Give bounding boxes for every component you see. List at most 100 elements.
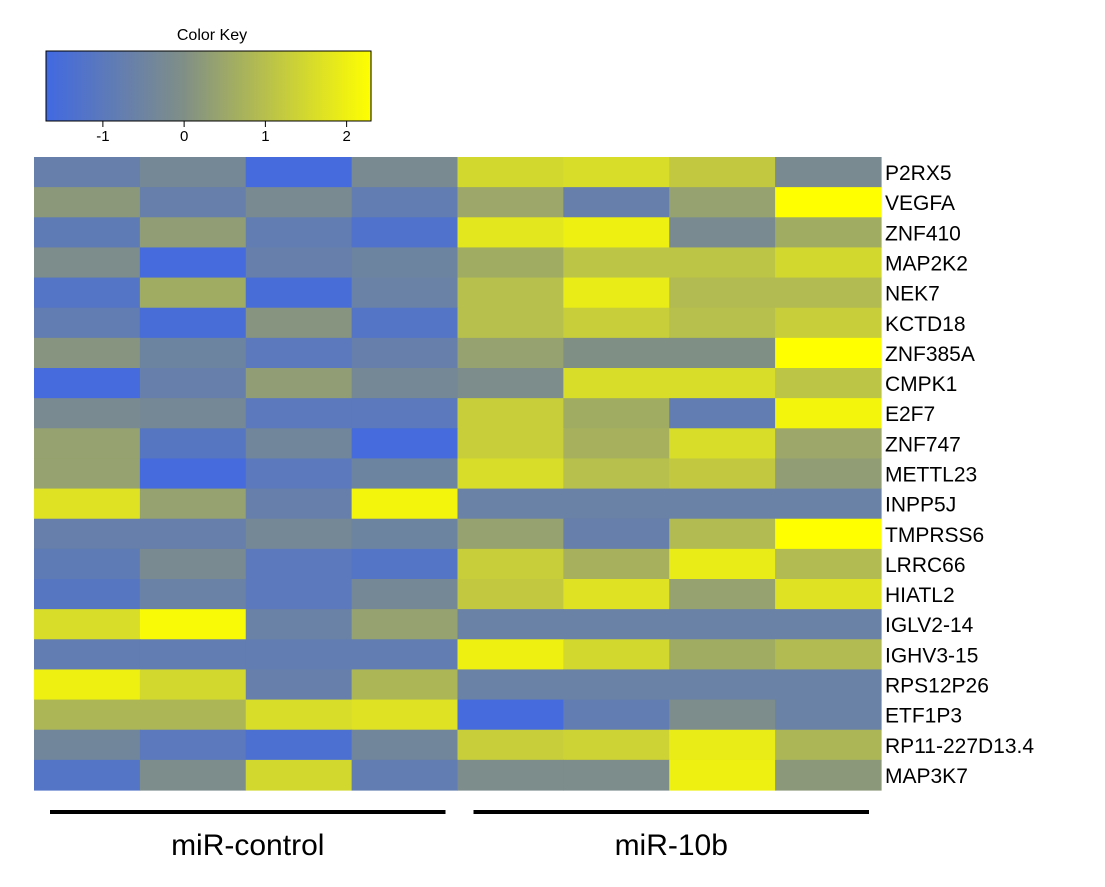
heatmap-cell [34, 669, 141, 701]
heatmap-cell [669, 669, 776, 701]
heatmap-cell [245, 579, 353, 610]
heatmap-cell [245, 368, 353, 399]
row-label: ZNF385A [885, 343, 975, 366]
heatmap-cell [563, 488, 670, 520]
heatmap-cell [351, 669, 459, 701]
heatmap-cell [139, 398, 247, 429]
heatmap-cell [457, 518, 564, 550]
heatmap-cell [457, 609, 564, 640]
row-label: E2F7 [885, 403, 935, 426]
heatmap-cell [351, 337, 459, 369]
row-label: IGLV2-14 [885, 614, 974, 637]
heatmap-cell [245, 518, 353, 550]
row-labels: P2RX5 VEGFA ZNF410 MAP2K2 NEK7 KCTD18 ZNF385A C… [885, 162, 1034, 788]
heatmap-cell [245, 337, 353, 369]
heatmap-cell [457, 217, 564, 249]
heatmap-cell [457, 639, 564, 671]
heatmap-cell [245, 669, 353, 701]
heatmap-cell [351, 548, 459, 580]
heatmap-cell [669, 579, 776, 610]
heatmap-cell [351, 187, 459, 218]
heatmap-cell [563, 307, 670, 339]
heatmap-cell [34, 157, 141, 188]
heatmap-cell [34, 699, 141, 731]
heatmap-cell [563, 398, 670, 429]
heatmap-cell [457, 428, 564, 460]
heatmap-cell [139, 428, 247, 460]
heatmap-cell [669, 609, 776, 640]
heatmap-cell [139, 157, 247, 188]
row-label: P2RX5 [885, 162, 952, 185]
heatmap-cell [669, 247, 776, 279]
heatmap-cell [351, 729, 459, 761]
heatmap-cell [139, 609, 247, 640]
heatmap-cell [139, 368, 247, 399]
heatmap-cell [139, 518, 247, 550]
heatmap-cell [669, 428, 776, 460]
heatmap-cell [351, 579, 459, 610]
color-key-gradient-bar [45, 50, 372, 122]
heatmap-cell [351, 458, 459, 490]
color-key-tick-label: -1 [96, 128, 109, 145]
heatmap-cell [245, 639, 353, 671]
group-label: miR-10b [615, 829, 728, 862]
heatmap-cell [669, 398, 776, 429]
heatmap-cell [563, 579, 670, 610]
row-label: METTL23 [885, 464, 977, 487]
heatmap-cell [563, 337, 670, 369]
heatmap-cell [245, 488, 353, 520]
heatmap-cell [669, 217, 776, 249]
heatmap-cell [457, 669, 564, 701]
heatmap-cell [669, 458, 776, 490]
color-key-tick-label: 0 [180, 128, 188, 145]
heatmap-cell [457, 759, 564, 791]
heatmap-cell [669, 277, 776, 309]
heatmap-cell [563, 759, 670, 791]
heatmap-cell [34, 187, 141, 218]
heatmap-cell [351, 639, 459, 671]
heatmap-cell [563, 639, 670, 671]
heatmap-cell [457, 398, 564, 429]
heatmap-cell [563, 187, 670, 218]
heatmap-cell [775, 579, 882, 610]
row-label: CMPK1 [885, 373, 957, 396]
heatmap-cell [245, 277, 353, 309]
heatmap-cell [775, 398, 882, 429]
heatmap-cell [34, 337, 141, 369]
heatmap-cell [351, 247, 459, 279]
heatmap-cell [245, 729, 353, 761]
heatmap-cell [669, 699, 776, 731]
heatmap-cell [457, 157, 564, 188]
heatmap-cell [563, 699, 670, 731]
heatmap-cell [34, 277, 141, 309]
heatmap-cell [457, 488, 564, 520]
heatmap-cell [139, 277, 247, 309]
heatmap-cell [139, 579, 247, 610]
heatmap-cell [34, 548, 141, 580]
heatmap-cell [775, 488, 882, 520]
row-label: NEK7 [885, 283, 940, 306]
heatmap-cell [775, 759, 882, 791]
row-label: MAP2K2 [885, 253, 968, 276]
row-label: LRRC66 [885, 554, 966, 577]
heatmap-cell [245, 157, 353, 188]
heatmap-cell [563, 518, 670, 550]
heatmap-cell [139, 759, 247, 791]
heatmap-cell [775, 458, 882, 490]
heatmap-cell [245, 548, 353, 580]
heatmap-cell [139, 669, 247, 701]
row-label: RPS12P26 [885, 675, 989, 698]
heatmap-cell [457, 458, 564, 490]
row-label: ZNF410 [885, 222, 961, 245]
row-label: ETF1P3 [885, 705, 962, 728]
heatmap-cell [139, 337, 247, 369]
heatmap-cell [139, 458, 247, 490]
heatmap-cell [34, 488, 141, 520]
heatmap-cell [457, 699, 564, 731]
heatmap-cell [775, 699, 882, 731]
heatmap-cell [669, 307, 776, 339]
heatmap-cell [139, 639, 247, 671]
row-label: HIATL2 [885, 584, 955, 607]
heatmap-cell [775, 518, 882, 550]
heatmap-cell [34, 458, 141, 490]
